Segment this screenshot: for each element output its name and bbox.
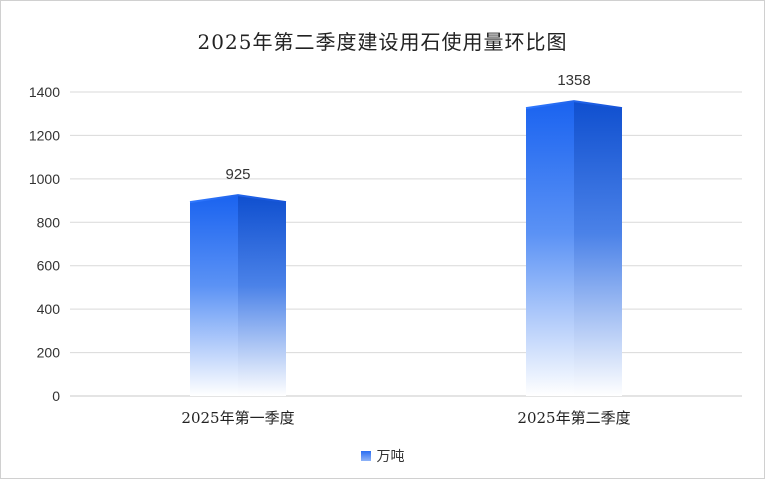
legend-swatch — [360, 451, 371, 461]
y-tick-label: 1000 — [29, 171, 60, 187]
y-tick-label: 600 — [37, 258, 61, 274]
x-category-label: 2025年第二季度 — [517, 409, 630, 427]
x-category-label: 2025年第一季度 — [181, 409, 294, 427]
bar-top-edge — [189, 194, 287, 204]
bar-left-face — [190, 195, 238, 396]
y-tick-label: 0 — [52, 388, 60, 404]
data-label: 1358 — [557, 72, 590, 89]
chart-title: 2025年第二季度建设用石使用量环比图 — [197, 30, 568, 54]
y-tick-label: 800 — [37, 214, 61, 230]
bar-left-face — [526, 101, 574, 397]
data-label: 925 — [225, 166, 250, 183]
y-tick-label: 400 — [37, 301, 61, 317]
y-tick-label: 1200 — [29, 127, 60, 143]
legend-label: 万吨 — [376, 449, 405, 465]
y-tick-label: 1400 — [29, 84, 60, 100]
y-tick-label: 200 — [37, 345, 61, 361]
bar-right-face — [574, 101, 622, 397]
bar-right-face — [238, 195, 286, 396]
bar-top-edge — [525, 100, 623, 110]
legend: 万吨 — [0, 446, 765, 466]
